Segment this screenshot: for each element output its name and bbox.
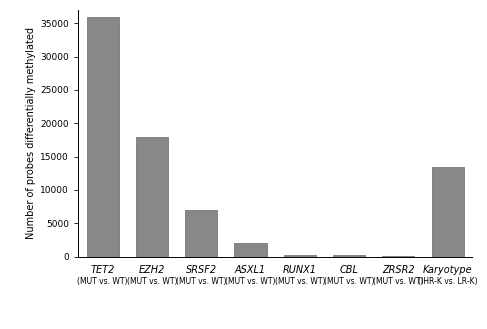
Text: (MUT vs. WT): (MUT vs. WT) xyxy=(324,277,375,287)
Text: RUNX1: RUNX1 xyxy=(283,265,317,275)
Bar xyxy=(333,255,365,257)
Text: EZH2: EZH2 xyxy=(139,265,165,275)
Bar xyxy=(234,243,266,257)
Y-axis label: Number of probes differentially methylated: Number of probes differentially methylat… xyxy=(26,27,36,239)
Text: (MUT vs. WT): (MUT vs. WT) xyxy=(225,277,276,287)
Text: (MUT vs. WT): (MUT vs. WT) xyxy=(127,277,177,287)
Bar xyxy=(431,166,464,257)
Bar xyxy=(382,256,414,257)
Bar xyxy=(185,210,217,257)
Bar xyxy=(136,137,168,257)
Bar xyxy=(284,255,316,257)
Text: (IHR-K vs. LR-K): (IHR-K vs. LR-K) xyxy=(418,277,478,287)
Text: SRSF2: SRSF2 xyxy=(186,265,217,275)
Text: (MUT vs. WT): (MUT vs. WT) xyxy=(77,277,128,287)
Text: (MUT vs. WT): (MUT vs. WT) xyxy=(373,277,424,287)
Text: ASXL1: ASXL1 xyxy=(235,265,266,275)
Text: (MUT vs. WT): (MUT vs. WT) xyxy=(176,277,226,287)
Text: (MUT vs. WT): (MUT vs. WT) xyxy=(275,277,325,287)
Text: CBL: CBL xyxy=(339,265,358,275)
Text: TET2: TET2 xyxy=(91,265,115,275)
Text: Karyotype: Karyotype xyxy=(423,265,472,275)
Text: ZRSR2: ZRSR2 xyxy=(382,265,415,275)
Bar xyxy=(87,16,119,257)
